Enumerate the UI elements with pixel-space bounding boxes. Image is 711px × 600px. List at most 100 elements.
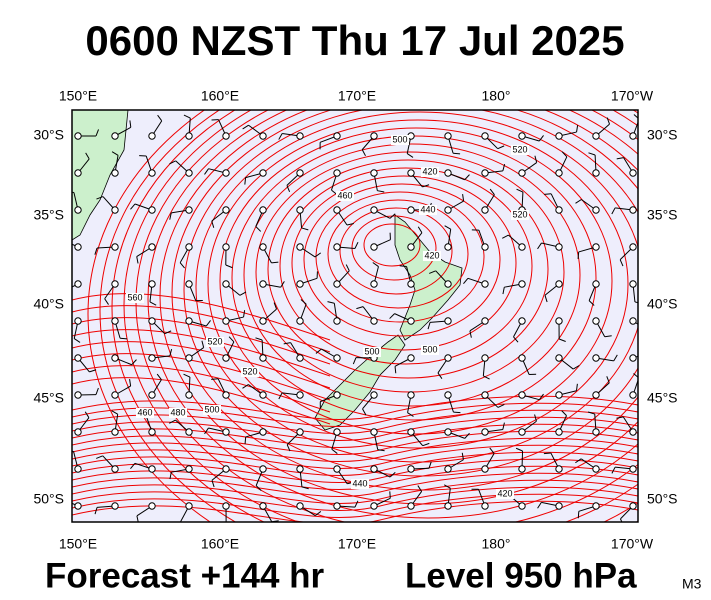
wind-barb-tick [462,194,465,202]
contour-label-box [203,405,221,415]
wind-barb-tick [464,432,470,439]
wind-barb-tick [389,213,396,219]
wind-station [518,428,526,436]
wind-station [481,243,489,251]
level-label: Level 950 hPa [405,556,637,595]
contour [72,472,638,497]
wind-barb-tick [611,207,616,215]
wind-station [259,391,267,399]
contour-label-box [423,251,441,261]
lon-label: 170°E [338,536,376,552]
wind-station [370,169,378,177]
wind-barb-tick [169,212,172,220]
wind-station [148,354,156,362]
wind-station [444,465,452,473]
wind-station [185,169,193,177]
wind-station [74,206,82,214]
wind-station [555,280,563,288]
lat-label: 35°S [33,207,64,223]
wind-station [481,132,489,140]
wind-barb-tick [497,145,505,150]
wind-station [481,391,489,399]
wind-station [555,169,563,177]
contour-label: 560 [127,292,142,302]
wind-barb-tick [417,485,423,492]
wind-station [592,206,600,214]
wind-station [74,243,82,251]
wind-station [259,206,267,214]
wind-barb-tick [84,411,90,418]
wind-station [259,317,267,325]
map-layer: 500 460 440 420 420 520 560 520 500 500 480 460 440 4… [72,110,638,526]
contour [111,110,638,522]
wind-station [111,317,119,325]
wind-station [407,391,415,399]
wind-barb-tick [544,193,552,195]
wind-station [629,206,637,214]
wind-station [555,206,563,214]
wind-barb-tick [587,411,595,415]
contour-label: 440 [420,204,435,214]
wind-station [518,391,526,399]
wind-barb-tick [96,196,104,200]
contour [279,167,533,365]
wind-station [148,317,156,325]
contour-label-box [336,191,354,201]
wind-barb-tick [156,373,162,380]
wind-barb-tick [255,337,263,341]
wind-barb-tick [538,393,544,400]
wind-barb-tick [314,252,322,258]
wind-station [370,502,378,510]
wind-station [370,280,378,288]
wind-barb-tick [244,436,247,444]
wind-station [370,391,378,399]
wind-station [296,354,304,362]
lon-label: 180° [482,536,511,552]
lat-label: 40°S [647,296,678,312]
contour-label-box [419,205,437,215]
wind-barb-tick [129,379,132,387]
lat-label: 45°S [647,390,678,406]
wind-station [629,354,637,362]
wind-station [296,206,304,214]
wind-station [518,502,526,510]
contour-label: 420 [497,488,512,498]
wind-station [629,317,637,325]
wind-station [333,206,341,214]
wind-station [222,465,230,473]
contour [72,377,331,425]
wind-barb-tick [130,203,136,210]
wind-station [222,391,230,399]
wind-station [333,428,341,436]
wind-station [185,280,193,288]
wind-barb-tick [606,117,611,125]
wind-barb-tick [354,500,359,508]
title: 0600 NZST Thu 17 Jul 2025 [85,17,624,64]
wind-station [185,243,193,251]
wind-barb-tick [95,387,99,395]
wind-station [481,206,489,214]
wind-station [74,169,82,177]
wind-station [518,280,526,288]
wind-station [185,465,193,473]
contour-label-box [136,408,154,418]
wind-barb-tick [537,502,542,509]
wind-barb-tick [429,270,436,274]
wind-station [111,354,119,362]
contour-label: 420 [424,250,439,260]
map-frame [71,109,639,523]
wind-barb-tick [169,348,173,356]
wind-barb-tick [577,251,580,259]
lon-label: 180° [482,88,511,104]
wind-station [296,132,304,140]
wind-station [407,317,415,325]
wind-barb-tick [352,357,357,365]
wind-station [444,428,452,436]
wind-station [518,243,526,251]
wind-barb-tick [226,524,233,526]
wind-station [222,206,230,214]
wind-barb-tick [111,151,119,156]
wind-station [555,132,563,140]
wind-barb-tick [169,472,172,480]
wind-barb-tick [502,422,505,430]
